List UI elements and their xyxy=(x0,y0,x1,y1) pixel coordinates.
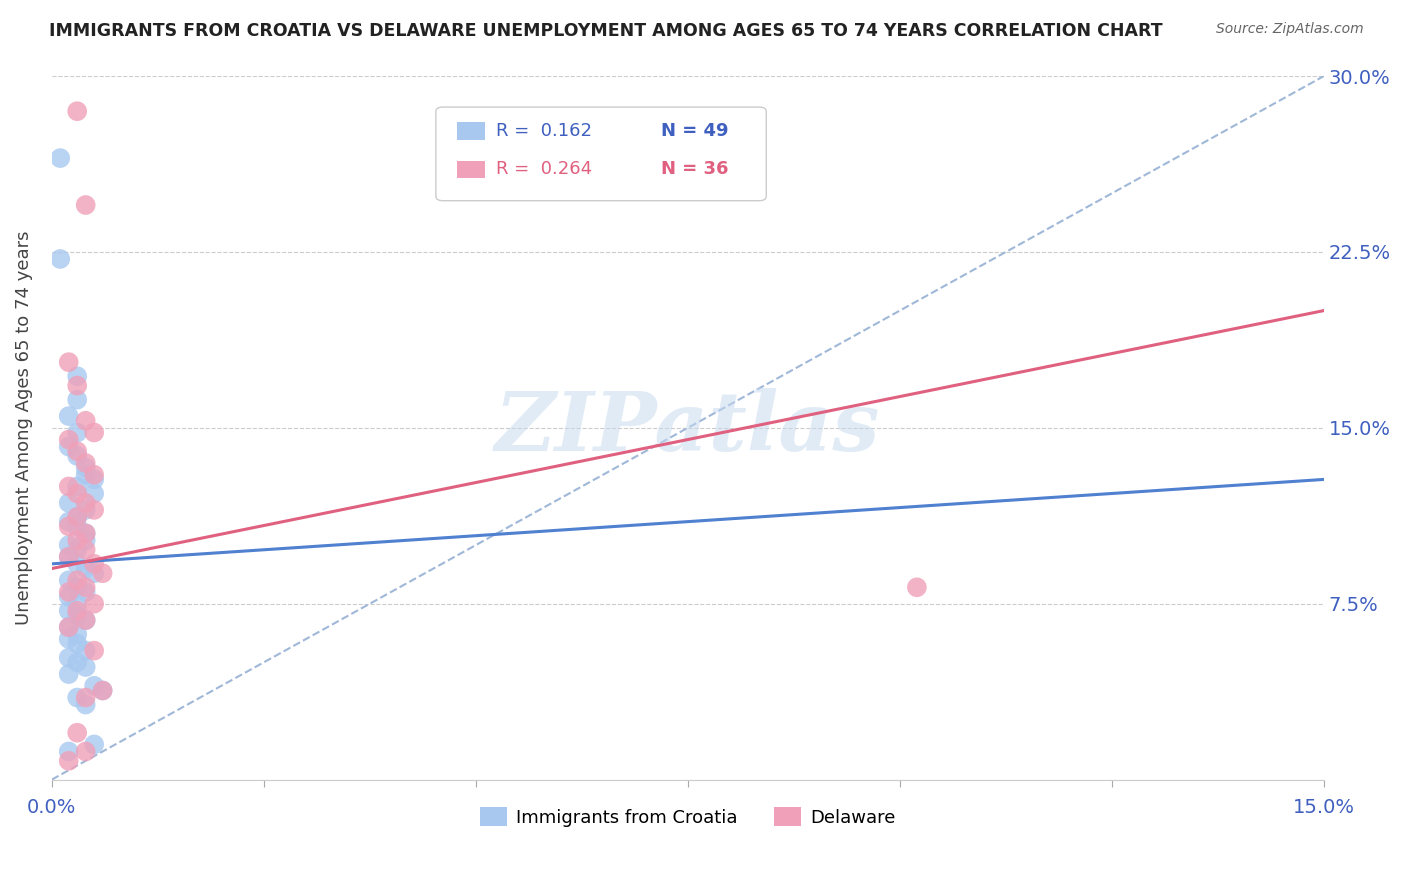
Point xyxy=(58,667,80,681)
Text: N = 49: N = 49 xyxy=(661,122,728,140)
Point xyxy=(58,585,80,599)
Point xyxy=(75,526,97,541)
Point xyxy=(66,369,89,384)
Point xyxy=(58,440,80,454)
Text: IMMIGRANTS FROM CROATIA VS DELAWARE UNEMPLOYMENT AMONG AGES 65 TO 74 YEARS CORRE: IMMIGRANTS FROM CROATIA VS DELAWARE UNEM… xyxy=(49,22,1163,40)
Point xyxy=(58,744,80,758)
Point xyxy=(58,433,80,447)
Point xyxy=(58,650,80,665)
Text: Source: ZipAtlas.com: Source: ZipAtlas.com xyxy=(1216,22,1364,37)
Point xyxy=(66,725,89,739)
Point xyxy=(83,472,105,486)
Point xyxy=(83,425,105,440)
Point xyxy=(66,392,89,407)
Legend: Immigrants from Croatia, Delaware: Immigrants from Croatia, Delaware xyxy=(472,800,903,834)
Point xyxy=(58,515,80,529)
Point xyxy=(58,519,80,533)
Point xyxy=(75,744,97,758)
Point xyxy=(49,151,72,165)
Point xyxy=(83,597,105,611)
Point xyxy=(75,456,97,470)
Point xyxy=(66,608,89,623)
Text: R =  0.264: R = 0.264 xyxy=(496,161,592,178)
Point xyxy=(91,683,114,698)
Point xyxy=(66,425,89,440)
Point xyxy=(66,637,89,651)
Point xyxy=(83,467,105,482)
Point xyxy=(75,496,97,510)
Point xyxy=(75,613,97,627)
Point xyxy=(66,557,89,571)
Point xyxy=(66,486,89,500)
Point xyxy=(83,557,105,571)
Point xyxy=(58,574,80,588)
Text: R =  0.162: R = 0.162 xyxy=(496,122,592,140)
Point xyxy=(58,496,80,510)
Point xyxy=(58,479,80,493)
Point xyxy=(66,104,89,119)
Point xyxy=(83,738,105,752)
Point xyxy=(66,510,89,524)
Point xyxy=(66,479,89,493)
Point xyxy=(91,683,114,698)
Point xyxy=(58,538,80,552)
Point xyxy=(58,620,80,634)
Point xyxy=(83,503,105,517)
Point xyxy=(49,252,72,266)
Point xyxy=(58,754,80,768)
Point xyxy=(66,690,89,705)
Point xyxy=(75,698,97,712)
Point xyxy=(83,566,105,581)
Point xyxy=(66,604,89,618)
Point xyxy=(66,533,89,548)
Point xyxy=(58,590,80,604)
Point xyxy=(75,613,97,627)
Point xyxy=(66,627,89,641)
Point xyxy=(75,542,97,557)
Point xyxy=(58,549,80,564)
Text: N = 36: N = 36 xyxy=(661,161,728,178)
Point xyxy=(66,378,89,392)
Point xyxy=(75,460,97,475)
Text: ZIPatlas: ZIPatlas xyxy=(495,388,880,467)
Point xyxy=(66,597,89,611)
Point xyxy=(75,643,97,657)
Point xyxy=(75,580,97,594)
Point xyxy=(83,679,105,693)
Point xyxy=(905,580,928,594)
Y-axis label: Unemployment Among Ages 65 to 74 years: Unemployment Among Ages 65 to 74 years xyxy=(15,230,32,625)
Point xyxy=(58,620,80,634)
Point xyxy=(75,467,97,482)
Point xyxy=(66,449,89,463)
Point xyxy=(75,690,97,705)
Point xyxy=(91,566,114,581)
Point xyxy=(75,561,97,575)
Point xyxy=(58,409,80,423)
Point xyxy=(75,526,97,541)
Point xyxy=(58,355,80,369)
Point xyxy=(83,643,105,657)
Point xyxy=(66,580,89,594)
Point xyxy=(75,198,97,212)
Point xyxy=(75,503,97,517)
Point xyxy=(58,549,80,564)
Point xyxy=(75,533,97,548)
Point xyxy=(75,585,97,599)
Point xyxy=(66,519,89,533)
Point xyxy=(66,542,89,557)
Point xyxy=(75,660,97,674)
Point xyxy=(66,444,89,458)
Point xyxy=(66,656,89,670)
Point xyxy=(75,414,97,428)
Point xyxy=(58,604,80,618)
Point xyxy=(66,510,89,524)
Point xyxy=(58,632,80,646)
Point xyxy=(83,486,105,500)
Point xyxy=(66,574,89,588)
